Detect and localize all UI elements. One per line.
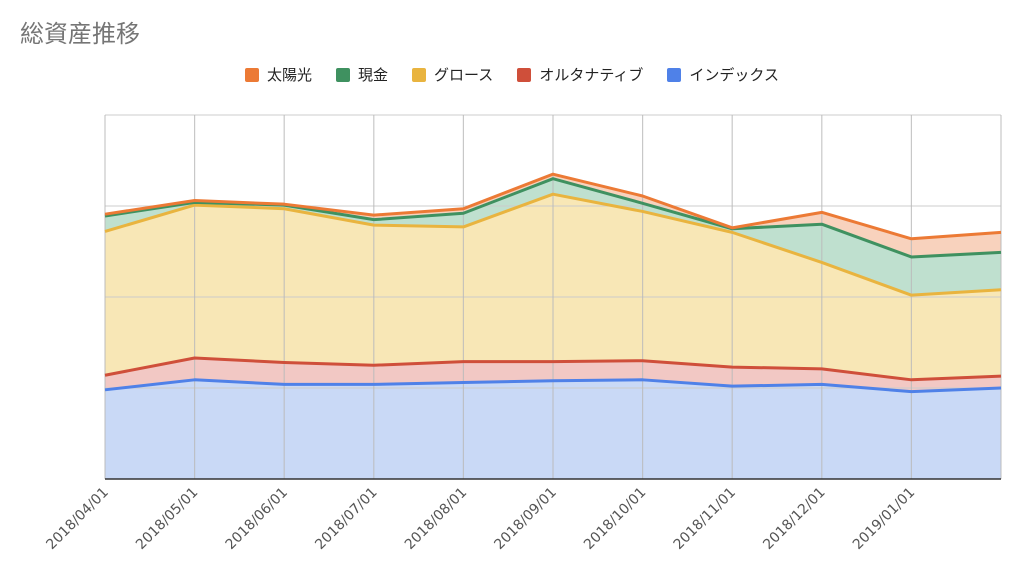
chart-title: 総資産推移 [20,20,140,48]
series-line-0 [104,378,1002,394]
x-tick-label: 2018/12/01 [760,485,828,553]
x-tick-label: 2018/11/01 [671,485,739,553]
legend-label: インデックス [689,66,779,84]
legend-label: 太陽光 [267,66,313,84]
legend-swatch [412,67,427,82]
legend-swatch [336,67,351,82]
x-tick-label: 2018/04/01 [43,485,111,553]
legend-item-solar[interactable]: 太陽光 [245,64,312,85]
legend-swatch [667,67,682,82]
x-tick-label: 2018/09/01 [491,485,559,553]
legend-swatch [517,67,532,82]
legend-item-growth[interactable]: グロース [412,64,493,85]
legend: 太陽光 現金 グロース オルタナティブ インデックス [0,64,1024,85]
x-tick-label: 2018/07/01 [312,485,380,553]
legend-item-alternative[interactable]: オルタナティブ [517,64,643,85]
x-tick-label: 2018/10/01 [581,485,649,553]
series-line-4 [104,172,1002,241]
series-line-1 [104,356,1002,382]
x-tick-label: 2018/06/01 [223,485,291,553]
x-tick-label: 2018/08/01 [402,485,470,553]
legend-label: 現金 [358,66,389,84]
legend-label: グロース [434,66,494,84]
legend-item-cash[interactable]: 現金 [336,64,388,85]
x-tick-label: 2018/05/01 [133,485,201,553]
x-tick-label: 2019/01/01 [850,485,918,553]
legend-label: オルタナティブ [539,66,644,84]
series-line-2 [104,192,1002,297]
legend-swatch [245,67,260,82]
legend-item-index[interactable]: インデックス [667,64,779,85]
